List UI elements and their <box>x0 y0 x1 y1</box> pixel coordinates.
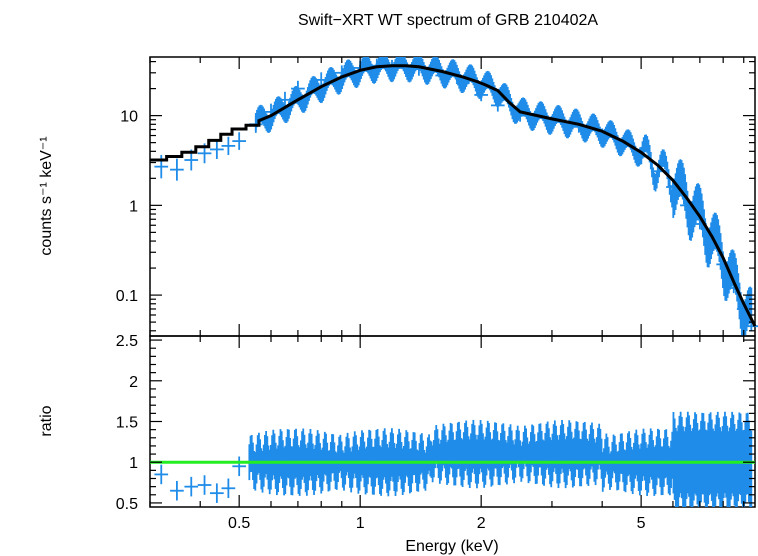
ratio-y-tick-label: 2 <box>129 374 138 391</box>
ratio-y-axis-title: ratio <box>38 405 55 436</box>
ratio-y-tick-label: 1.5 <box>116 415 138 432</box>
y-tick-label: 10 <box>120 109 138 126</box>
spectrum-data-point <box>210 139 224 159</box>
ratio-tick-labels: 0.5 1 1.5 2 2.5 0.5 1 2 5 <box>116 333 646 532</box>
x-tick-label: 1 <box>356 515 365 532</box>
ratio-panel: 0.5 1 1.5 2 2.5 0.5 1 2 5 <box>116 333 756 532</box>
ratio-axis-ticks <box>149 336 755 507</box>
x-tick-label: 2 <box>477 515 486 532</box>
spectrum-model-curve <box>150 64 757 327</box>
ratio-y-tick-label: 1 <box>129 455 138 472</box>
ratio-data-point <box>221 478 236 499</box>
spectrum-axis-ticks <box>149 57 755 336</box>
y-tick-label: 1 <box>129 198 138 215</box>
x-axis-title: Energy (keV) <box>405 538 498 555</box>
ratio-data-point <box>197 475 212 495</box>
ratio-data-point <box>170 480 184 501</box>
spectrum-panel: 0.1 1 10 <box>116 56 758 337</box>
spectrum-data-point <box>221 136 236 156</box>
model-path <box>150 64 757 327</box>
ratio-data-point <box>232 456 247 477</box>
chart-title: Swift−XRT WT spectrum of GRB 210402A <box>298 12 598 29</box>
spectrum-y-axis-title: counts s⁻¹ keV⁻¹ <box>38 136 55 255</box>
spectrum-panel-frame <box>149 56 756 337</box>
spectrum-data-points <box>154 57 758 336</box>
spectrum-data-point <box>170 158 184 181</box>
x-tick-label: 0.5 <box>228 515 250 532</box>
x-tick-label: 5 <box>637 515 646 532</box>
ratio-data-point <box>154 464 169 485</box>
ratio-data-point <box>184 476 199 497</box>
spectrum-y-tick-labels: 0.1 1 10 <box>116 109 138 305</box>
ratio-data-point <box>210 483 224 503</box>
ratio-data-points <box>154 411 753 507</box>
ratio-y-tick-label: 0.5 <box>116 496 138 513</box>
ratio-y-tick-label: 2.5 <box>116 333 138 350</box>
y-tick-label: 0.1 <box>116 288 138 305</box>
spectrum-data-point <box>232 132 247 150</box>
